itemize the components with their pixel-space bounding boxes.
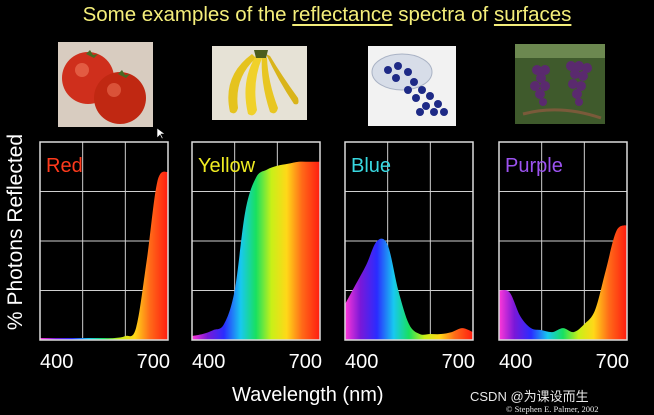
title-keyword-reflectance: reflectance: [292, 3, 393, 26]
banana-photo: [212, 46, 307, 120]
y-axis-label: % Photons Reflected: [4, 133, 27, 331]
x-tick-label: 400: [192, 351, 225, 373]
mouse-cursor-icon: [157, 128, 165, 140]
title-keyword-surfaces: surfaces: [493, 3, 572, 26]
plot-frame: [191, 141, 321, 341]
series-label-purple: Purple: [505, 155, 563, 177]
plot-frame: [344, 141, 474, 341]
chart-panel-yellow: Yellow 400 700: [191, 141, 322, 373]
x-axis-label: Wavelength (nm): [232, 384, 384, 406]
page-title: Some examples of the reflectance spectra…: [82, 3, 572, 26]
tomato-photo: [58, 42, 153, 127]
chart-panel-blue: Blue 400 700: [344, 141, 475, 373]
reflectance-area-red: [40, 171, 168, 340]
reflectance-area-yellow: [192, 161, 320, 340]
x-tick-label: 400: [40, 351, 73, 373]
x-tick-label: 700: [137, 351, 170, 373]
grape-photo: [515, 44, 605, 124]
series-label-yellow: Yellow: [198, 155, 256, 177]
x-tick-label: 700: [289, 351, 322, 373]
plot-frame: [39, 141, 169, 341]
x-tick-label: 700: [442, 351, 475, 373]
plot-frame: [498, 141, 628, 341]
series-label-blue: Blue: [351, 155, 391, 177]
chart-panel-purple: Purple 400 700: [498, 141, 629, 373]
reflectance-area-purple: [499, 225, 627, 340]
blueberry-photo: [368, 46, 456, 126]
reflectance-area-blue: [345, 238, 473, 340]
x-tick-label: 400: [499, 351, 532, 373]
series-label-red: Red: [46, 155, 83, 177]
x-tick-label: 700: [596, 351, 629, 373]
chart-panel-red: Red 400 700: [39, 141, 170, 373]
x-tick-label: 400: [345, 351, 378, 373]
copyright-credit: © Stephen E. Palmer, 2002: [506, 404, 599, 414]
source-watermark: CSDN @为课设而生: [470, 389, 589, 404]
